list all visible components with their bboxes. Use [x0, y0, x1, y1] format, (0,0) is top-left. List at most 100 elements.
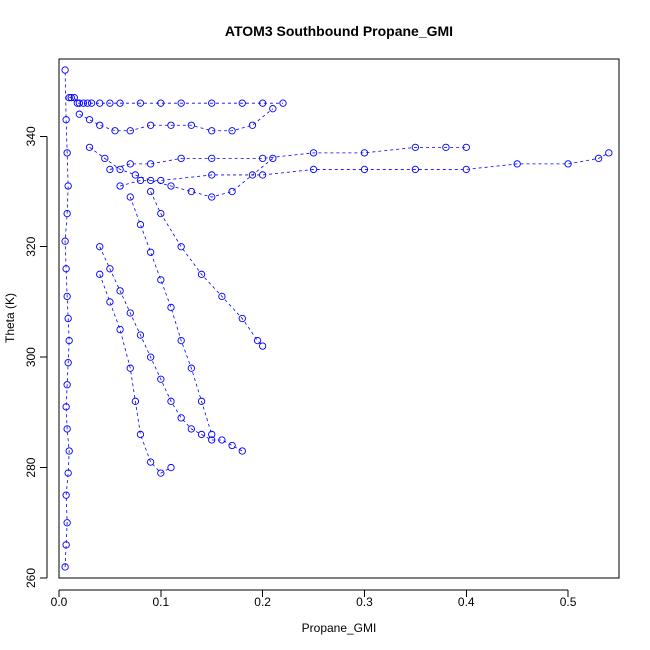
series-1-point-15: [238, 99, 246, 107]
y-tick-label-1: 280: [24, 457, 38, 477]
series-1-point-16: [258, 99, 267, 107]
series-1-point-13: [177, 99, 185, 107]
series-0-point-1: [62, 541, 70, 549]
series-3-point-8: [462, 165, 470, 174]
series-3-point-0: [116, 182, 124, 190]
series-1-point-7: [87, 99, 96, 107]
x-tick-label-1: 0.1: [152, 595, 169, 609]
x-tick-label-5: 0.5: [560, 595, 577, 609]
x-tick-label-3: 0.3: [356, 595, 373, 609]
series-0-point-18: [62, 116, 70, 124]
series-0-point-3: [62, 491, 70, 499]
series-0-point-12: [63, 292, 71, 301]
series-8-point-9: [248, 171, 257, 179]
y-axis: 260 280 300 320 340: [24, 126, 48, 588]
series-2-point-0: [106, 165, 114, 174]
series-4-point-8: [177, 414, 185, 422]
series-2-point-5: [258, 154, 267, 163]
series-0-point-13: [62, 265, 70, 273]
y-axis-label: Theta (K): [3, 293, 17, 343]
series-4-point-1: [106, 265, 114, 273]
series-6-point-2: [146, 248, 155, 256]
series-6-point-6: [187, 364, 196, 372]
series-5-point-3: [126, 364, 134, 372]
series-1-point-1: [67, 94, 75, 102]
series-0-point-7: [62, 403, 70, 411]
series-9-point-2: [96, 121, 104, 129]
series-2-point-2: [146, 160, 155, 168]
series-9-path: [79, 108, 274, 132]
x-axis: 0.0 0.1 0.2 0.3 0.4 0.5: [51, 589, 577, 609]
series-5-path: [99, 274, 172, 474]
series-6-point-0: [126, 193, 134, 201]
series-8-point-5: [167, 182, 175, 190]
series-8-point-8: [228, 187, 236, 196]
series-4-point-5: [146, 353, 155, 361]
x-axis-label: Propane_GMI: [302, 621, 377, 635]
series-3-point-2: [157, 176, 165, 185]
series-3-point-3: [208, 171, 216, 179]
series-3-point-4: [258, 171, 267, 179]
series-1-point-14: [208, 99, 216, 107]
series-2-point-10: [462, 143, 470, 151]
series-2-point-6: [309, 149, 318, 157]
series-2-point-1: [126, 160, 134, 168]
series-3-point-11: [594, 154, 603, 163]
series-6-point-3: [157, 276, 165, 284]
series-1-point-5: [79, 99, 88, 107]
series-1-point-2: [70, 94, 78, 102]
series-6-point-5: [177, 336, 185, 345]
series-2-point-9: [442, 143, 450, 151]
series-8-point-6: [187, 187, 196, 196]
series-1-point-0: [65, 94, 73, 102]
series-9-point-6: [167, 121, 175, 129]
series-0-point-4: [64, 469, 72, 477]
series-2-point-7: [360, 149, 369, 157]
series-6-point-8: [208, 430, 216, 439]
series-7-point-1: [157, 209, 165, 218]
series-4-point-0: [96, 243, 104, 251]
x-tick-label-2: 0.2: [254, 595, 271, 609]
series-0-point-14: [61, 237, 69, 245]
series-0-point-15: [63, 209, 71, 218]
series-7-path: [150, 191, 263, 347]
series-5-point-5: [136, 430, 145, 439]
series-9-point-4: [126, 127, 134, 135]
series-0-point-0: [61, 563, 69, 571]
series-8-point-7: [208, 193, 216, 201]
series-1-point-17: [279, 99, 287, 107]
y-tick-label-0: 260: [24, 568, 38, 588]
series-3-point-9: [513, 160, 521, 168]
series-5-point-0: [96, 270, 104, 278]
series-5-point-8: [167, 463, 175, 472]
series-4-point-9: [187, 425, 196, 433]
series-4-point-12: [218, 436, 226, 444]
series-9-point-3: [111, 127, 119, 135]
series-0-point-5: [65, 447, 73, 455]
x-tick-label-0: 0.0: [51, 595, 68, 609]
series-3-point-6: [360, 165, 369, 174]
series-9-point-11: [269, 105, 277, 113]
series-5-point-2: [116, 325, 124, 334]
series-8-point-10: [269, 154, 277, 163]
series-0-point-9: [64, 359, 72, 367]
series-4-point-3: [126, 309, 134, 317]
series-4-point-10: [197, 430, 206, 439]
chart-title: ATOM3 Southbound Propane_GMI: [225, 23, 453, 39]
series-3-point-10: [564, 160, 572, 168]
series-1-point-8: [96, 99, 104, 107]
series-9-point-5: [146, 121, 155, 129]
y-tick-label-4: 340: [24, 126, 38, 146]
series-6-path: [129, 196, 213, 435]
series-2-point-8: [411, 143, 420, 151]
y-tick-label-2: 300: [24, 347, 38, 367]
series-4-point-6: [157, 375, 165, 383]
y-tick-label-3: 320: [24, 236, 38, 256]
series-8-point-1: [101, 154, 109, 163]
series-3-point-5: [309, 165, 318, 174]
series-7-point-0: [146, 187, 155, 196]
series-1-point-11: [136, 99, 145, 107]
series-2-point-3: [177, 154, 185, 163]
series-4-point-13: [228, 441, 236, 450]
